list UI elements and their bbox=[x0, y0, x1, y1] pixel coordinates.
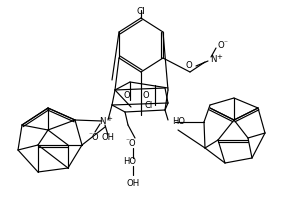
Text: O: O bbox=[129, 140, 135, 149]
Text: +: + bbox=[216, 54, 222, 60]
Text: O: O bbox=[143, 91, 149, 99]
Text: O: O bbox=[92, 134, 98, 142]
Text: ⁻: ⁻ bbox=[223, 39, 227, 47]
Text: N: N bbox=[99, 118, 105, 126]
Text: N: N bbox=[210, 56, 217, 64]
Text: HO: HO bbox=[124, 157, 136, 167]
Text: ⁻: ⁻ bbox=[125, 136, 129, 145]
Text: HO: HO bbox=[172, 118, 185, 126]
Text: O: O bbox=[218, 41, 225, 50]
Text: O: O bbox=[124, 91, 130, 101]
Text: OH: OH bbox=[102, 134, 114, 142]
Text: ⁻: ⁻ bbox=[88, 130, 92, 140]
Text: OH: OH bbox=[126, 179, 140, 188]
Text: Cl: Cl bbox=[145, 101, 153, 111]
Text: O: O bbox=[185, 62, 192, 70]
Text: Cl: Cl bbox=[136, 7, 146, 16]
Text: +: + bbox=[106, 116, 112, 122]
